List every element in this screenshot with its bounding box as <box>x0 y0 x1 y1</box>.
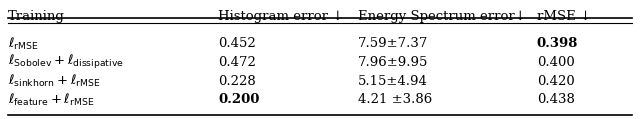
Text: 0.472: 0.472 <box>218 56 256 69</box>
Text: Energy Spectrum error↓: Energy Spectrum error↓ <box>358 10 526 23</box>
Text: rMSE ↓: rMSE ↓ <box>537 10 591 23</box>
Text: 5.15±4.94: 5.15±4.94 <box>358 74 428 87</box>
Text: $\ell_{\rm Sobolev} + \ell_{\rm dissipative}$: $\ell_{\rm Sobolev} + \ell_{\rm dissipat… <box>8 53 124 71</box>
Text: 0.438: 0.438 <box>537 93 575 106</box>
Text: Training: Training <box>8 10 65 23</box>
Text: $\ell_{\rm sinkhorn} + \ell_{\rm rMSE}$: $\ell_{\rm sinkhorn} + \ell_{\rm rMSE}$ <box>8 73 100 89</box>
Text: 0.420: 0.420 <box>537 74 575 87</box>
Text: 4.21 ±3.86: 4.21 ±3.86 <box>358 93 433 106</box>
Text: 7.96±9.95: 7.96±9.95 <box>358 56 429 69</box>
Text: 7.59±7.37: 7.59±7.37 <box>358 37 429 50</box>
Text: 0.200: 0.200 <box>218 93 259 106</box>
Text: 0.228: 0.228 <box>218 74 256 87</box>
Text: 0.400: 0.400 <box>537 56 575 69</box>
Text: Histogram error ↓: Histogram error ↓ <box>218 10 344 23</box>
Text: 0.452: 0.452 <box>218 37 256 50</box>
Text: $\ell_{\rm rMSE}$: $\ell_{\rm rMSE}$ <box>8 36 38 52</box>
Text: 0.398: 0.398 <box>537 37 578 50</box>
Text: $\ell_{\rm feature} + \ell_{\rm rMSE}$: $\ell_{\rm feature} + \ell_{\rm rMSE}$ <box>8 92 94 108</box>
